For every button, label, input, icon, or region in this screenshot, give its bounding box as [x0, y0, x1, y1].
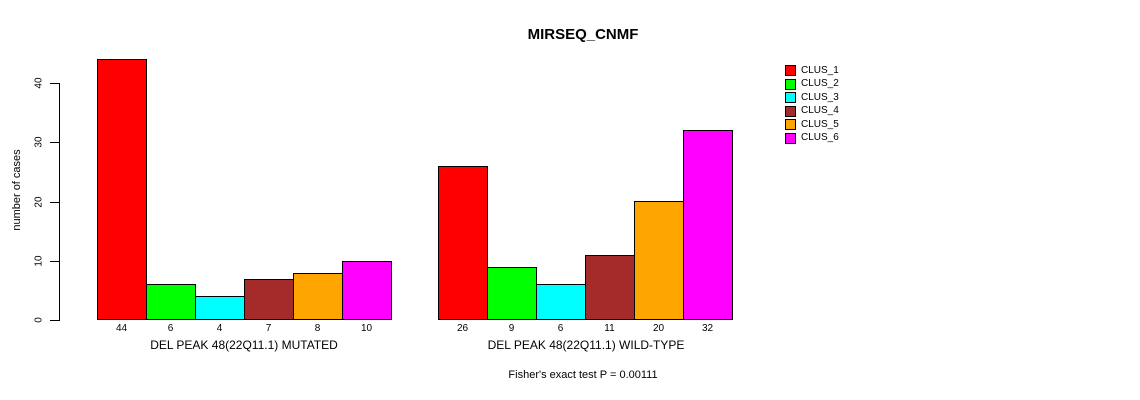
- bar-value-label: 11: [604, 323, 615, 334]
- y-axis-line: [59, 83, 60, 321]
- bar-value-label: 6: [167, 323, 174, 334]
- chart-title: MIRSEQ_CNMF: [527, 26, 639, 43]
- legend-item-clus_4: CLUS_4: [785, 105, 839, 117]
- bar-clus_1-group2: [438, 166, 488, 320]
- legend-label: CLUS_4: [801, 105, 839, 116]
- legend-swatch-icon: [785, 105, 796, 117]
- y-tick-label-30: 30: [33, 136, 45, 148]
- legend-label: CLUS_1: [801, 64, 839, 76]
- legend-swatch-icon: [785, 78, 796, 90]
- bar-value-label: 32: [701, 323, 714, 334]
- y-tick-mark-40: [50, 83, 59, 84]
- legend-label: CLUS_2: [801, 78, 839, 89]
- bar-value-label: 4: [216, 323, 223, 334]
- bar-value-label: 9: [508, 323, 515, 334]
- legend-label: CLUS_5: [801, 118, 839, 130]
- bar-clus_4-group2: [585, 255, 635, 320]
- legend-item-clus_6: CLUS_6: [785, 132, 839, 144]
- bar-clus_1-group1: [97, 59, 147, 320]
- legend-item-clus_3: CLUS_3: [785, 92, 839, 104]
- group-label-mutated: DEL PEAK 48(22Q11.1) MUTATED: [150, 338, 338, 352]
- y-tick-mark-20: [50, 201, 59, 203]
- bar-clus_6-group1: [342, 261, 392, 320]
- group-label-wild-type: DEL PEAK 48(22Q11.1) WILD-TYPE: [487, 338, 685, 352]
- bar-clus_3-group2: [536, 284, 586, 320]
- y-tick-label-40: 40: [33, 77, 45, 89]
- y-tick-mark-10: [50, 260, 59, 262]
- bar-value-label: 20: [652, 323, 665, 334]
- bar-clus_2-group2: [487, 267, 537, 320]
- y-axis-label: number of cases: [11, 149, 23, 231]
- y-tick-mark-30: [50, 142, 59, 144]
- bar-clus_4-group1: [244, 279, 294, 320]
- y-tick-label-20: 20: [33, 195, 45, 208]
- legend-label: CLUS_6: [801, 132, 839, 143]
- legend-swatch-icon: [785, 132, 796, 144]
- bar-value-label: 8: [314, 323, 321, 334]
- y-tick-label-0: 0: [33, 317, 45, 323]
- bar-clus_5-group1: [293, 273, 343, 320]
- legend-item-clus_1: CLUS_1: [785, 65, 839, 77]
- bar-clus_6-group2: [683, 130, 733, 320]
- y-tick-mark-0: [50, 320, 59, 321]
- legend-swatch-icon: [785, 65, 796, 76]
- legend-swatch-icon: [785, 119, 796, 130]
- legend-label: CLUS_3: [801, 91, 839, 103]
- bar-value-label: 44: [115, 323, 128, 334]
- legend-item-clus_5: CLUS_5: [785, 119, 839, 131]
- bar-value-label: 10: [360, 323, 373, 334]
- bar-value-label: 6: [557, 323, 564, 334]
- fisher-test-annotation: Fisher's exact test P = 0.00111: [508, 369, 658, 381]
- bar-clus_5-group2: [634, 201, 684, 320]
- legend-item-clus_2: CLUS_2: [785, 78, 839, 90]
- bar-value-label: 7: [265, 323, 272, 334]
- legend-swatch-icon: [785, 92, 796, 103]
- bar-value-label: 26: [456, 323, 469, 334]
- bar-clus_3-group1: [195, 296, 245, 320]
- y-tick-label-10: 10: [33, 255, 45, 267]
- bar-clus_2-group1: [146, 284, 196, 320]
